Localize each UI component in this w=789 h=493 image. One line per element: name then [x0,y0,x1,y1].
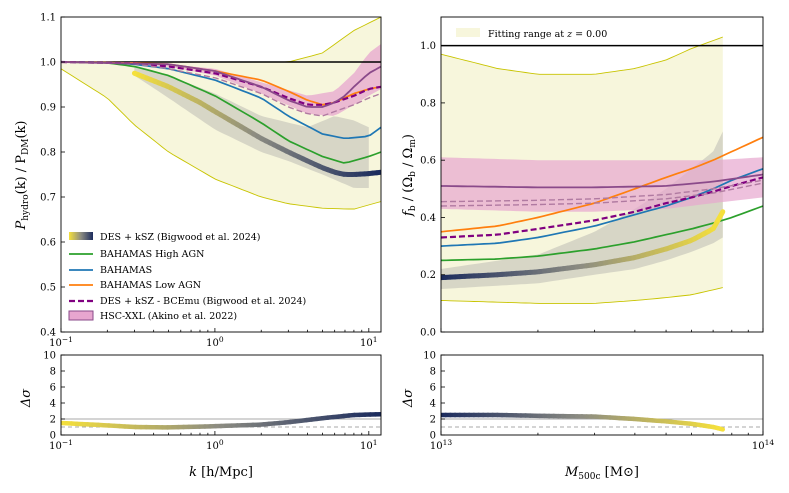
y-tick-label: 10 [423,351,436,362]
legend-top-right: Fitting range at z = 0.00 [456,28,607,40]
y-tick-label: 10 [43,351,56,362]
des-ksz-track [131,70,381,177]
ylabel-top-right: fb / (Ωb / Ωm) [401,134,418,217]
y-tick-label: 4 [50,399,56,410]
y-tick-label: 6 [50,383,56,394]
y-tick-label: 1.0 [40,58,56,69]
legend-swatch-hsc [68,310,94,321]
axes-frame [440,354,764,436]
x-tick-label: 101 [360,335,378,349]
y-tick-label: 0.7 [40,193,56,204]
x-tick-label: 100 [206,438,224,452]
des-ksz-band [441,131,723,289]
axes-frame [440,16,764,333]
plot-area [61,17,381,210]
legend-label-high-agn: BAHAMAS High AGN [100,249,204,260]
legend-top-left: DES + kSZ (Bigwood et al. 2024) BAHAMAS … [68,232,306,322]
legend-label-bcemu: DES + kSZ - BCEmu (Bigwood et al. 2024) [100,296,306,307]
y-tick-label: 0.2 [420,270,436,281]
x-tick-label: 101 [360,438,378,452]
plot-area [441,412,763,432]
legend-label-hsc: HSC-XXL (Akino et al. 2022) [100,311,237,322]
series-line [61,60,381,106]
y-tick-label: 0.4 [420,213,436,224]
x-tick-label: 10−1 [49,335,73,349]
series-line [441,167,763,247]
series-line [441,205,763,262]
fit-range-upper-edge [441,36,723,75]
fit-range-lower-edge [61,68,381,210]
series-line [61,61,381,117]
plot-area [61,411,381,430]
ylabel-bottom-right: Δσ [401,388,416,408]
x-tick-label: 1013 [430,438,453,452]
legend-label-fit-range: Fitting range at z = 0.00 [488,29,607,40]
panel-baryon-fraction: 0.0 0.2 0.4 0.6 0.8 1.0 [420,16,764,339]
axes-frame [60,16,382,333]
series-line [441,176,763,239]
xlabel-bottom-right: M500c [M⊙] [564,465,639,482]
legend-label-des-ksz: DES + kSZ (Bigwood et al. 2024) [100,232,261,243]
axes-frame [60,354,382,436]
y-tick-label: 6 [430,383,436,394]
y-tick-label: 2 [430,415,436,426]
series-line [61,61,381,108]
y-tick-label: 0 [430,431,436,442]
delta-sigma-track-segment [715,425,726,432]
y-tick-label: 0.0 [420,328,436,339]
y-tick-label: 1.1 [40,13,56,24]
y-tick-label: 0.8 [420,98,436,109]
des-ksz-track [441,209,726,281]
panel-power-suppression: 0.4 0.5 0.6 0.7 0.8 0.9 1.0 1.1 10−1 100 101 [40,13,382,349]
legend-swatch-fit-range [456,28,480,37]
axes: 0 2 4 6 8 10 1013 1014 [423,351,774,453]
axes: 0.0 0.2 0.4 0.6 0.8 1.0 [420,16,764,339]
y-tick-label: 0.6 [420,156,436,167]
axes: 0 2 4 6 8 10 10−1 100 101 [43,351,382,452]
panel-delta-sigma-k: 0 2 4 6 8 10 10−1 100 101 [43,351,382,452]
y-tick-label: 0.9 [40,103,56,114]
y-tick-label: 0.5 [40,283,56,294]
y-tick-label: 1.0 [420,41,436,52]
x-tick-label: 10−1 [49,438,73,452]
legend-label-bahamas: BAHAMAS [100,265,152,276]
series-line [441,136,763,233]
y-tick-label: 8 [430,367,436,378]
plot-area [441,36,763,304]
delta-sigma-track [61,411,381,430]
panel-delta-sigma-mass: 0 2 4 6 8 10 1013 1014 [423,351,774,453]
y-tick-label: 8 [50,367,56,378]
y-tick-label: 2 [50,415,56,426]
x-tick-label: 1014 [752,438,775,452]
y-tick-label: 0.6 [40,238,56,249]
hsc-xxl-band [441,157,763,212]
y-tick-label: 0.8 [40,148,56,159]
x-tick-label: 100 [206,335,224,349]
series-line [441,173,763,189]
ylabel-top-left: Phydro(k) / PDM(k) [14,120,31,230]
y-tick-label: 4 [430,399,436,410]
y-tick-label: 0.4 [40,328,56,339]
legend-label-low-agn: BAHAMAS Low AGN [100,280,201,291]
delta-sigma-track [441,412,726,432]
ylabel-bottom-left: Δσ [19,388,34,408]
des-ksz-track-segment [715,209,726,223]
fit-range-lower-edge [441,287,723,304]
xlabel-bottom-left: k [h/Mpc] [189,465,253,480]
legend-swatch-des-ksz [69,232,93,240]
axes: 0.4 0.5 0.6 0.7 0.8 0.9 1.0 1.1 10−1 100 101 [40,13,382,349]
y-tick-label: 0 [50,431,56,442]
